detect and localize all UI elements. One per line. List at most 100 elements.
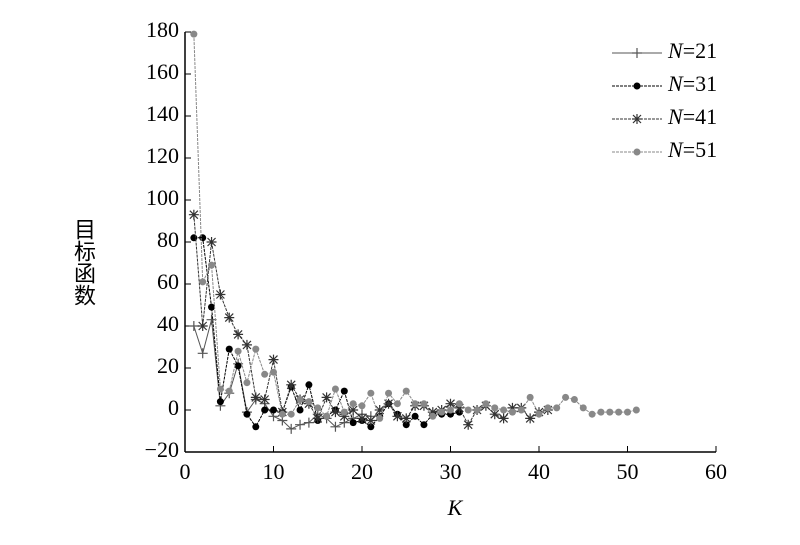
point (489, 409, 500, 420)
point (190, 30, 198, 38)
point (261, 370, 269, 378)
point (464, 406, 472, 414)
point (374, 405, 385, 415)
y-tick-label: −20 (145, 437, 179, 462)
point (331, 385, 339, 393)
point (216, 398, 224, 406)
point (455, 400, 463, 408)
series (188, 209, 553, 430)
point (357, 413, 367, 424)
point (411, 400, 419, 408)
point (278, 410, 286, 418)
point (243, 410, 251, 418)
point (402, 387, 410, 395)
point (498, 413, 509, 424)
x-tick-label: 40 (528, 459, 550, 484)
point (420, 421, 428, 429)
point (392, 411, 403, 422)
point (385, 389, 393, 397)
point (411, 412, 419, 420)
legend-label: N=21 (667, 38, 717, 63)
point (216, 385, 224, 393)
point (188, 209, 199, 220)
point (321, 392, 332, 403)
legend-label: N=31 (667, 71, 717, 96)
point (233, 329, 244, 340)
x-axis-label: K (447, 495, 464, 520)
point (305, 381, 313, 389)
point (402, 421, 410, 429)
y-tick-label: 120 (146, 143, 179, 168)
point (197, 348, 208, 359)
point (261, 406, 269, 414)
point (482, 400, 490, 408)
point (349, 400, 357, 408)
x-tick-label: 60 (705, 459, 727, 484)
point (252, 423, 260, 431)
x-tick-label: 20 (351, 459, 373, 484)
point (206, 314, 217, 325)
point (367, 389, 375, 397)
y-tick-label: 40 (157, 311, 179, 336)
point (376, 414, 384, 422)
point (243, 379, 251, 387)
y-tick-label: 140 (146, 101, 179, 126)
y-tick-label: 80 (157, 227, 179, 252)
point (447, 406, 454, 414)
point (330, 421, 341, 432)
legend-label: N=41 (667, 104, 717, 129)
point (429, 412, 437, 420)
point (270, 406, 277, 414)
point (383, 398, 394, 409)
point (286, 379, 297, 390)
legend-marker (632, 48, 642, 58)
point (445, 398, 456, 409)
y-tick-label: 0 (168, 395, 179, 420)
point (296, 406, 304, 414)
y-tick-label: 160 (146, 59, 179, 84)
point (597, 408, 605, 416)
point (340, 387, 348, 395)
point (517, 406, 525, 414)
legend-marker (633, 148, 641, 156)
legend-marker (632, 114, 642, 124)
point (286, 423, 297, 434)
point (507, 402, 518, 413)
point (241, 339, 252, 350)
series-line (193, 34, 637, 420)
point (500, 406, 508, 414)
point (615, 408, 623, 416)
point (259, 394, 270, 405)
point (296, 396, 304, 403)
series (190, 30, 640, 422)
point (206, 237, 217, 247)
point (473, 406, 481, 414)
legend-marker (633, 82, 641, 90)
point (454, 402, 465, 413)
point (624, 408, 631, 416)
point (250, 392, 261, 403)
point (208, 303, 216, 311)
point (323, 412, 331, 420)
point (340, 408, 348, 416)
point (303, 417, 314, 428)
point (438, 408, 446, 416)
point (305, 398, 313, 406)
point (199, 278, 207, 286)
x-tick-label: 30 (440, 459, 462, 484)
point (268, 354, 279, 365)
point (234, 362, 242, 370)
point (358, 402, 366, 410)
point (491, 404, 499, 412)
point (579, 404, 587, 412)
point (632, 406, 640, 414)
y-axis-label: 目标函数 (70, 218, 96, 306)
point (535, 410, 543, 418)
x-tick-label: 10 (263, 459, 285, 484)
point (348, 405, 359, 415)
point (544, 404, 552, 412)
y-tick-label: 20 (157, 353, 179, 378)
point (225, 345, 233, 353)
point (365, 415, 376, 426)
point (339, 411, 350, 422)
